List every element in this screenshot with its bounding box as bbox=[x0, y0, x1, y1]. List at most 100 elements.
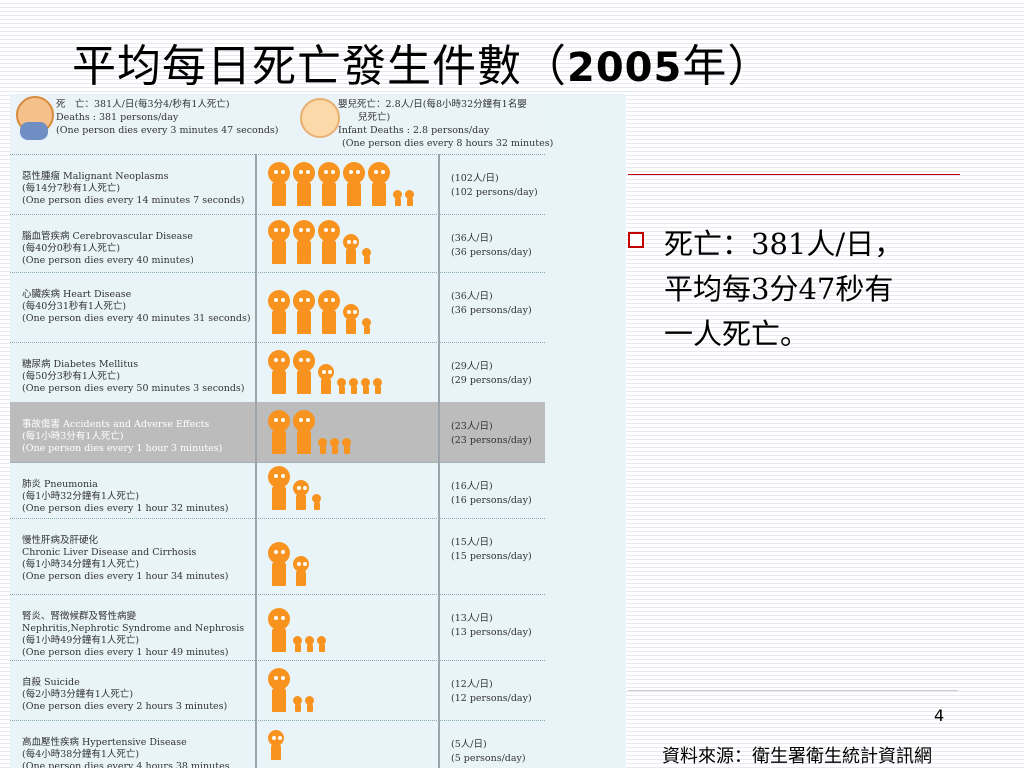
person-figure-icon bbox=[318, 438, 327, 456]
cause-text-en: (One person dies every 40 minutes 31 sec… bbox=[22, 313, 251, 324]
person-figure-icon bbox=[268, 542, 290, 588]
infant-en2: (One person dies every 8 hours 32 minute… bbox=[342, 138, 554, 149]
cause-count-cnt_zh: (12人/日) bbox=[451, 679, 493, 690]
person-figure-icon bbox=[293, 290, 315, 336]
title-year: 2005 bbox=[567, 45, 683, 91]
person-figure-icon bbox=[268, 608, 290, 654]
deaths-en2: (One person dies every 3 minutes 47 seco… bbox=[56, 125, 279, 136]
column-divider-right bbox=[438, 154, 440, 768]
person-figure-icon bbox=[293, 480, 309, 512]
person-figure-icon bbox=[349, 378, 358, 396]
cause-count-cnt_zh: (36人/日) bbox=[451, 291, 493, 302]
title-end: 年） bbox=[682, 41, 773, 92]
person-figure-icon bbox=[318, 364, 334, 396]
cause-text-zh1: 腦血管疾病 Cerebrovascular Disease bbox=[22, 231, 193, 242]
cause-row: 心臟疾病 Heart Disease (每40分31秒有1人死亡) (One per… bbox=[10, 272, 545, 343]
cause-text-zh1: 腎炎、腎徵候群及腎性病變 bbox=[22, 611, 137, 622]
person-figure-icon bbox=[362, 248, 371, 266]
cause-row: 腦血管疾病 Cerebrovascular Disease (每40分0秒有1人死… bbox=[10, 214, 545, 273]
cause-text-en: (One person dies every 1 hour 3 minutes) bbox=[22, 443, 223, 454]
person-figure-icon bbox=[293, 636, 302, 654]
title-text: 平均每日死亡發生件數（ bbox=[72, 41, 567, 92]
bullet-line-1: 死亡：381人/日， bbox=[664, 227, 904, 261]
title-underline bbox=[628, 174, 960, 175]
deaths-summary: 死 亡：381人/日(每3分4/秒有1人死亡) Deaths : 381 per… bbox=[56, 98, 279, 137]
cause-text-zh2: (每50分3秒有1人死亡) bbox=[22, 371, 121, 382]
cause-text-en: (One person dies every 1 hour 34 minutes… bbox=[22, 571, 229, 582]
death-infographic: 死 亡：381人/日(每3分4/秒有1人死亡) Deaths : 381 per… bbox=[10, 94, 626, 768]
person-figure-icon bbox=[293, 556, 309, 588]
baby-avatar-icon bbox=[300, 98, 340, 138]
person-figure-icon bbox=[343, 304, 359, 336]
deaths-en1: Deaths : 381 persons/day bbox=[56, 112, 179, 123]
deaths-zh: 死 亡：381人/日(每3分4/秒有1人死亡) bbox=[56, 99, 230, 110]
cause-text-zh1: 自殺 Suicide bbox=[22, 677, 80, 688]
cause-text-zh2: (每40分0秒有1人死亡) bbox=[22, 243, 121, 254]
cause-text-zh3: (每1小時49分鐘有1人死亡) bbox=[22, 635, 140, 646]
person-figure-icon bbox=[318, 220, 340, 266]
cause-text-en: (One person dies every 14 minutes 7 seco… bbox=[22, 195, 245, 206]
cause-count-cnt_en: (36 persons/day) bbox=[451, 305, 532, 316]
person-figure-icon bbox=[268, 162, 290, 208]
person-figure-icon bbox=[305, 696, 314, 714]
footer-rule bbox=[628, 690, 958, 691]
person-figure-icon bbox=[305, 636, 314, 654]
person-figure-icon bbox=[293, 410, 315, 456]
cause-count-cnt_en: (16 persons/day) bbox=[451, 495, 532, 506]
cause-text-zh3: (每1小時34分鐘有1人死亡) bbox=[22, 559, 140, 570]
person-figure-icon bbox=[317, 636, 326, 654]
bullet-marker-icon bbox=[628, 232, 644, 248]
person-figure-icon bbox=[293, 696, 302, 714]
person-figure-icon bbox=[268, 668, 290, 714]
person-figure-icon bbox=[318, 290, 340, 336]
cause-text-en: (One person dies every 50 minutes 3 seco… bbox=[22, 383, 245, 394]
person-figure-icon bbox=[268, 466, 290, 512]
cause-count-cnt_zh: (36人/日) bbox=[451, 233, 493, 244]
person-figure-icon bbox=[368, 162, 390, 208]
cause-text-en: (One person dies every 2 hours 3 minutes… bbox=[22, 701, 228, 712]
page-number: 4 bbox=[934, 706, 945, 725]
person-figure-icon bbox=[393, 190, 402, 208]
person-figure-icon bbox=[330, 438, 339, 456]
header-divider bbox=[10, 154, 545, 155]
bullet-point: 死亡：381人/日， 平均每3分47秒有 一人死亡。 bbox=[664, 222, 964, 357]
cause-row: 自殺 Suicide (每2小時3分鐘有1人死亡) (One person dies… bbox=[10, 660, 545, 721]
slide-title: 平均每日死亡發生件數（2005年） bbox=[72, 30, 772, 94]
cause-count-cnt_zh: (15人/日) bbox=[451, 537, 493, 548]
cause-row: 糖尿病 Diabetes Mellitus (每50分3秒有1人死亡) (One p… bbox=[10, 342, 545, 403]
person-figure-icon bbox=[361, 378, 370, 396]
bullet-line-2: 平均每3分47秒有 bbox=[664, 272, 894, 306]
person-figure-icon bbox=[337, 378, 346, 396]
person-figure-icon bbox=[293, 220, 315, 266]
cause-text-en: (One person dies every 4 hours 38 minute… bbox=[22, 761, 230, 768]
cause-text-zh1: 糖尿病 Diabetes Mellitus bbox=[22, 359, 139, 370]
infographic-header: 死 亡：381人/日(每3分4/秒有1人死亡) Deaths : 381 per… bbox=[10, 94, 553, 154]
cause-count-cnt_zh: (5人/日) bbox=[451, 739, 487, 750]
cause-count-cnt_en: (102 persons/day) bbox=[451, 187, 538, 198]
cause-count-cnt_en: (36 persons/day) bbox=[451, 247, 532, 258]
cause-text-zh1: 惡性腫瘤 Malignant Neoplasms bbox=[22, 171, 169, 182]
person-figure-icon bbox=[318, 162, 340, 208]
cause-count-cnt_en: (12 persons/day) bbox=[451, 693, 532, 704]
cause-text-zh2: (每2小時3分鐘有1人死亡) bbox=[22, 689, 134, 700]
person-figure-icon bbox=[312, 494, 321, 512]
person-figure-icon bbox=[293, 350, 315, 396]
person-figure-icon bbox=[405, 190, 414, 208]
person-figure-icon bbox=[268, 730, 284, 762]
bullet-line-3: 一人死亡。 bbox=[664, 317, 810, 351]
cause-count-cnt_zh: (13人/日) bbox=[451, 613, 493, 624]
person-figure-icon bbox=[293, 162, 315, 208]
cause-count-cnt_zh: (16人/日) bbox=[451, 481, 493, 492]
cause-text-zh2: Chronic Liver Disease and Cirrhosis bbox=[22, 547, 197, 558]
person-figure-icon bbox=[268, 410, 290, 456]
cause-text-zh1: 慢性肝病及肝硬化 bbox=[22, 535, 99, 546]
cause-row: 腎炎、腎徵候群及腎性病變 Nephritis,Nephrotic Syndrome… bbox=[10, 594, 545, 661]
cause-count-cnt_en: (23 persons/day) bbox=[451, 435, 532, 446]
cause-count-cnt_zh: (23人/日) bbox=[451, 421, 493, 432]
person-figure-icon bbox=[268, 290, 290, 336]
column-divider-left bbox=[255, 154, 257, 768]
cause-text-zh2: (每14分7秒有1人死亡) bbox=[22, 183, 121, 194]
cause-text-zh1: 心臟疾病 Heart Disease bbox=[22, 289, 132, 300]
cause-count-cnt_zh: (102人/日) bbox=[451, 173, 499, 184]
cause-text-zh2: Nephritis,Nephrotic Syndrome and Nephros… bbox=[22, 623, 245, 634]
